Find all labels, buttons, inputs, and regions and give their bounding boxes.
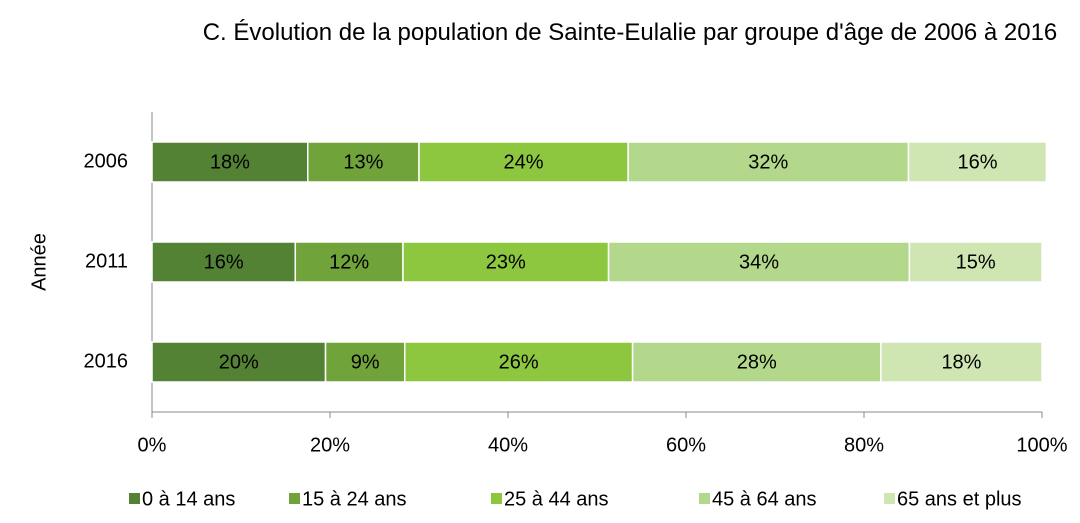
legend-label: 45 à 64 ans xyxy=(712,488,817,510)
legend-swatch xyxy=(289,493,300,504)
y-tick-label: 2011 xyxy=(85,250,128,272)
bar-segment xyxy=(631,341,882,383)
y-axis-label: Année xyxy=(28,233,50,291)
y-tick-label: 2006 xyxy=(84,150,129,172)
legend-swatch xyxy=(491,493,502,504)
data-label: 26% xyxy=(499,351,539,373)
data-label: 34% xyxy=(739,251,779,273)
legend-label: 65 ans et plus xyxy=(897,488,1022,510)
x-tick-label: 0% xyxy=(138,434,167,456)
data-label: 18% xyxy=(210,151,250,173)
data-label: 28% xyxy=(737,351,777,373)
bar-segment xyxy=(907,141,1048,183)
bar-segment xyxy=(402,241,610,283)
data-label: 12% xyxy=(329,251,369,273)
x-tick-label: 80% xyxy=(844,434,884,456)
x-tick-label: 40% xyxy=(488,434,528,456)
bar-segment xyxy=(151,241,297,283)
bar-segment xyxy=(607,241,911,283)
data-label: 13% xyxy=(343,151,383,173)
bar-segment xyxy=(324,341,406,383)
bar-segment xyxy=(880,341,1043,383)
bar-segment xyxy=(151,341,327,383)
x-tick-label: 60% xyxy=(666,434,706,456)
legend-swatch xyxy=(699,493,710,504)
legend-label: 25 à 44 ans xyxy=(504,488,609,510)
data-label: 24% xyxy=(504,151,544,173)
bar-segment xyxy=(294,241,404,283)
x-tick-label: 20% xyxy=(310,434,350,456)
x-tick-label: 100% xyxy=(1016,434,1067,456)
data-label: 18% xyxy=(941,351,981,373)
data-label: 9% xyxy=(351,351,380,373)
chart-title: C. Évolution de la population de Sainte-… xyxy=(202,19,1058,46)
data-label: 23% xyxy=(486,251,526,273)
data-label: 16% xyxy=(957,151,997,173)
legend-label: 0 à 14 ans xyxy=(142,488,235,510)
data-label: 15% xyxy=(956,251,996,273)
bar-segment xyxy=(908,241,1043,283)
data-label: 32% xyxy=(748,151,788,173)
data-label: 20% xyxy=(219,351,259,373)
bar-segment xyxy=(307,141,420,183)
y-tick-label: 2016 xyxy=(84,350,129,372)
legend-swatch xyxy=(884,493,895,504)
legend-label: 15 à 24 ans xyxy=(302,488,407,510)
data-label: 16% xyxy=(204,251,244,273)
legend-swatch xyxy=(129,493,140,504)
bar-segment xyxy=(151,141,309,183)
bar-segment xyxy=(404,341,634,383)
